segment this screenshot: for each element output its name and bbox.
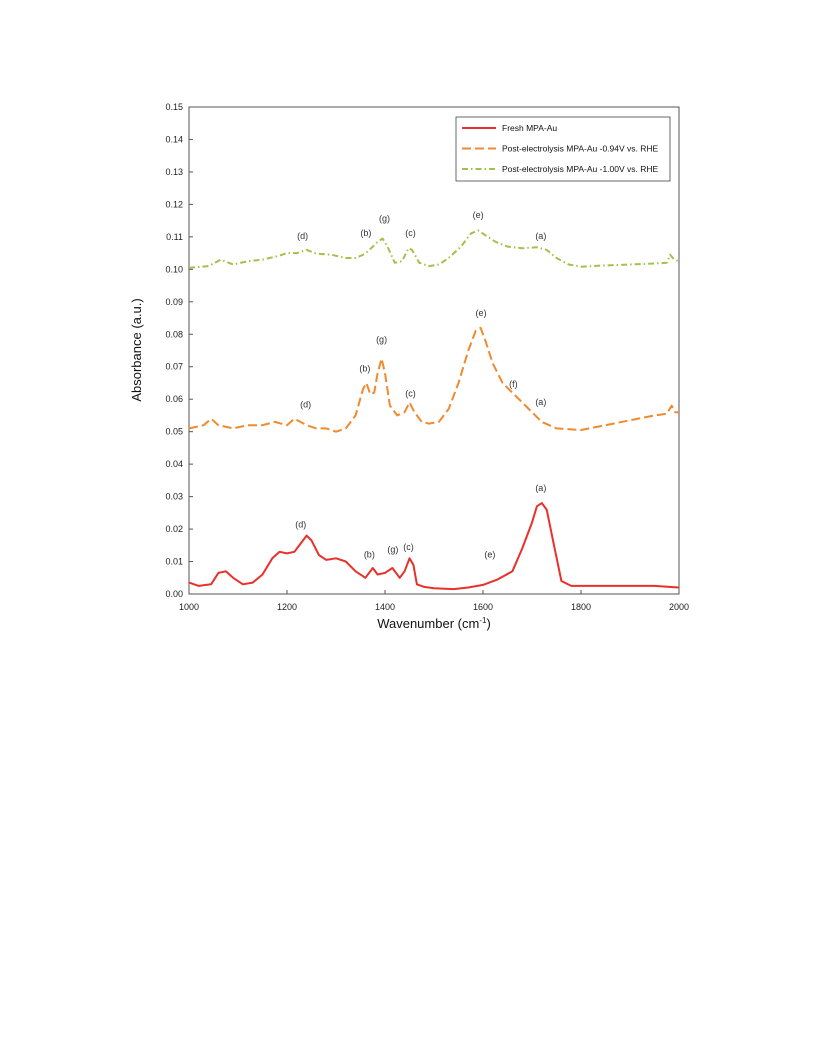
- plot-frame: [188, 106, 680, 595]
- x-tick-label: 1600: [473, 602, 493, 612]
- peak-annotations: (d) (b) (g) (c) (e) (a) (d) (b) (g) (c) (e) (f) (a) (…: [295, 210, 546, 560]
- y-tick-label: 0.12: [165, 199, 183, 209]
- x-tick-label: 1200: [277, 602, 297, 612]
- legend: Fresh MPA-Au Post-electrolysis MPA-Au -0.…: [455, 116, 671, 182]
- peak-label: (e): [484, 550, 495, 560]
- y-axis-title: Absorbance (a.u.): [129, 298, 144, 401]
- series-line-2: [188, 326, 679, 433]
- series-group: [188, 229, 680, 591]
- y-tick-label: 0.00: [165, 589, 183, 599]
- y-tick-label: 0.08: [165, 329, 183, 339]
- x-axis: 1000 1200 1400 1600 1800 2000: [179, 590, 689, 612]
- peak-label: (a): [535, 397, 546, 407]
- peak-label: (e): [476, 308, 487, 318]
- peak-label: (f): [509, 379, 518, 389]
- peak-label: (b): [359, 364, 370, 374]
- peak-label: (g): [376, 334, 387, 344]
- y-tick-label: 0.10: [165, 264, 183, 274]
- legend-label-2: Post-electrolysis MPA-Au -0.94V vs. RHE: [502, 144, 659, 154]
- y-axis: 0.00 0.01 0.02 0.03 0.04 0.05 0.06 0.07 0.08 0.09…: [165, 102, 193, 599]
- y-tick-label: 0.13: [165, 167, 183, 177]
- legend-items: Fresh MPA-Au Post-electrolysis MPA-Au -0.…: [462, 123, 659, 174]
- peak-label: (d): [295, 519, 306, 529]
- y-tick-label: 0.07: [165, 362, 183, 372]
- peak-label: (g): [387, 544, 398, 554]
- y-tick-label: 0.01: [165, 557, 183, 567]
- peak-label: (c): [405, 228, 416, 238]
- series-line-1: [188, 502, 680, 591]
- x-axis-title: Wavenumber (cm-1): [377, 616, 491, 631]
- y-tick-label: 0.15: [165, 102, 183, 112]
- peak-label: (e): [473, 210, 484, 220]
- peak-label: (c): [405, 389, 416, 399]
- x-tick-label: 2000: [669, 602, 689, 612]
- x-tick-label: 1000: [179, 602, 199, 612]
- peak-label: (g): [379, 213, 390, 223]
- peak-label: (d): [297, 231, 308, 241]
- y-tick-label: 0.04: [165, 459, 183, 469]
- series-line-3: [188, 229, 680, 269]
- x-tick-label: 1800: [571, 602, 591, 612]
- peak-label: (c): [403, 542, 414, 552]
- peak-label: (a): [535, 231, 546, 241]
- x-tick-label: 1400: [375, 602, 395, 612]
- peak-label: (b): [360, 228, 371, 238]
- peak-label: (b): [364, 549, 375, 559]
- y-tick-label: 0.09: [165, 297, 183, 307]
- y-tick-label: 0.05: [165, 427, 183, 437]
- y-tick-label: 0.06: [165, 394, 183, 404]
- y-tick-label: 0.14: [165, 134, 183, 144]
- peak-label: (d): [300, 399, 311, 409]
- peak-label: (a): [535, 483, 546, 493]
- y-tick-label: 0.02: [165, 524, 183, 534]
- y-tick-label: 0.11: [166, 232, 183, 242]
- y-tick-label: 0.03: [165, 492, 183, 502]
- legend-label-1: Fresh MPA-Au: [502, 123, 557, 133]
- legend-label-3: Post-electrolysis MPA-Au -1.00V vs. RHE: [502, 164, 659, 174]
